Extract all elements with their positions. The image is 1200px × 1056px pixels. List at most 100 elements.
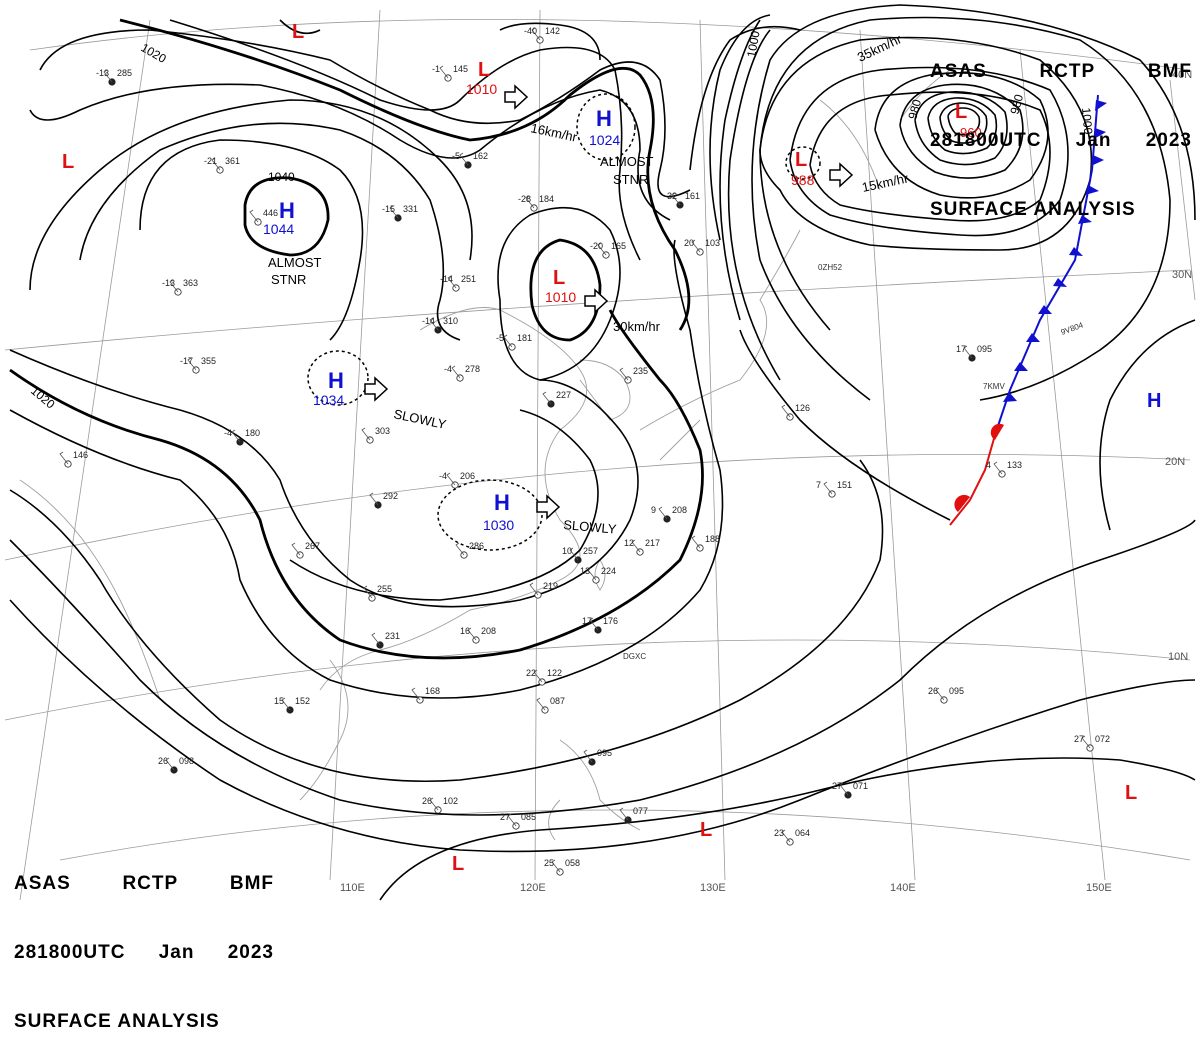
low-center-symbol: L	[62, 151, 74, 173]
isobar-label: 1000	[744, 29, 762, 58]
low-pressure-value: 1010	[466, 81, 497, 97]
pressure-systems: H 1044 H 1034 H 1030 H 1024 L 1010 L 101…	[62, 21, 1161, 875]
isobar-label: 1020	[139, 40, 169, 66]
system-note: ALMOST	[600, 154, 654, 169]
station-plot: 27 071	[832, 781, 868, 799]
station-plot: -1 145	[432, 64, 468, 82]
station-plot: -5 181	[496, 333, 532, 351]
ship-id: DGXC	[623, 652, 646, 661]
header-product: ASAS	[14, 873, 71, 894]
high-pressure-value: 1024	[589, 132, 620, 148]
station-pressure: 446	[263, 208, 278, 218]
header-title: SURFACE ANALYSIS	[14, 1011, 220, 1032]
motion-arrow	[364, 376, 389, 402]
longitude-label: 120E	[520, 882, 546, 894]
wind-barb	[451, 365, 461, 379]
station-pressure: 310	[443, 316, 458, 326]
front-triangle	[1078, 215, 1092, 224]
wind-barb	[369, 492, 379, 506]
station-pressure: 267	[305, 541, 320, 551]
wind-barb	[455, 542, 465, 556]
isobar-label: 980	[905, 97, 924, 120]
ship-id: 7KMV	[983, 382, 1005, 391]
isobar	[379, 757, 1196, 901]
system-note: ALMOST	[268, 255, 322, 270]
station-temperature: 9	[651, 505, 656, 515]
front-triangle	[1095, 100, 1107, 111]
isobar	[499, 22, 601, 61]
wind-barb	[439, 65, 449, 79]
isobar	[727, 29, 781, 381]
coast-korea	[579, 359, 631, 421]
station-pressure: 168	[425, 686, 440, 696]
dashed-contour	[307, 350, 369, 406]
wind-barb	[187, 357, 197, 371]
isobar	[9, 349, 639, 608]
longitude-labels: 110E 120E 130E 140E 150E	[340, 882, 1112, 894]
station-pressure: 095	[949, 686, 964, 696]
station-pressure: 227	[556, 390, 571, 400]
coast-indochina	[299, 659, 349, 801]
header-station: RCTP	[1039, 61, 1096, 82]
header-line-1: ASAS RCTP BMF	[930, 60, 1192, 83]
wind-barb	[536, 697, 546, 711]
isobar-label: 1040	[268, 170, 295, 184]
low-center-symbol: L	[700, 819, 712, 841]
isobar	[289, 409, 599, 601]
wind-barb	[169, 279, 179, 293]
station-temperature: 15	[274, 696, 284, 706]
wind-barb	[59, 451, 69, 465]
low-center-symbol: L	[553, 267, 565, 289]
station-pressure: 219	[543, 581, 558, 591]
station-plot: -13 363	[162, 278, 198, 296]
station-plot: 15 152	[274, 696, 310, 714]
isobar	[759, 16, 1171, 401]
graticule	[4, 9, 1196, 901]
front-triangle	[1053, 278, 1067, 287]
wind-barb	[507, 813, 517, 827]
station-pressure: 184	[539, 194, 554, 204]
cold-front-triangles	[1003, 100, 1107, 402]
wind-barb	[389, 205, 399, 219]
ship-id: 9V804	[1060, 320, 1085, 337]
high-center-symbol: H	[328, 368, 344, 393]
station-plot: 12 217	[624, 538, 660, 556]
ship-id: 0ZH52	[818, 263, 843, 272]
station-plot: 303	[361, 426, 390, 444]
motion-arrows	[364, 84, 854, 520]
station-pressure: 235	[633, 366, 648, 376]
station-pressure: 303	[375, 426, 390, 436]
station-pressure: 208	[481, 626, 496, 636]
station-plot: 168	[411, 686, 440, 704]
low-center-symbol: L	[452, 853, 464, 875]
station-plot: 23 064	[774, 828, 810, 846]
station-temperature: -40	[524, 26, 537, 36]
station-plot: 446	[249, 208, 278, 226]
longitude-label: 110E	[340, 882, 365, 894]
header-code: BMF	[229, 873, 274, 894]
station-pressure: 278	[465, 364, 480, 374]
station-plot: -17 355	[180, 356, 216, 374]
coast-india	[19, 479, 161, 701]
latitude-line-30n	[4, 269, 1191, 351]
station-temperature: -17	[180, 356, 193, 366]
latitude-label: 20N	[1165, 456, 1185, 468]
station-plot: 7 151	[816, 480, 852, 498]
isobar	[874, 72, 1049, 199]
station-plot: 9 208	[651, 505, 687, 523]
station-plot: 188	[691, 534, 720, 552]
station-temperature: 23	[774, 828, 784, 838]
isobar	[39, 29, 691, 198]
motion-arrow	[536, 494, 561, 520]
station-pressure: 180	[245, 428, 260, 438]
header-year: 2023	[1145, 130, 1192, 151]
isobar	[9, 519, 1196, 816]
wind-barb	[935, 687, 945, 701]
latitude-label: 10N	[1168, 651, 1188, 663]
wind-barb	[551, 859, 561, 873]
wind-barb	[103, 69, 113, 83]
station-temperature: 17	[582, 616, 592, 626]
station-temperature: -32	[664, 191, 677, 201]
dashed-contour	[437, 479, 543, 551]
station-pressure: 095	[977, 344, 992, 354]
